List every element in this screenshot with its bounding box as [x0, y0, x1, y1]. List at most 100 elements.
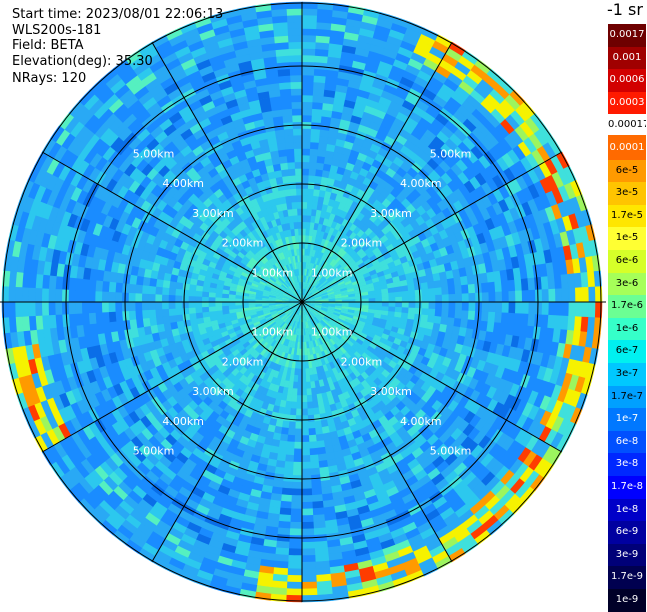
range-gate-cell	[309, 169, 317, 177]
range-gate-cell	[508, 280, 516, 292]
range-gate-cell	[434, 316, 442, 324]
range-gate-cell	[310, 461, 320, 469]
range-gate-cell	[108, 302, 115, 313]
range-gate-cell	[415, 308, 422, 315]
range-gate-cell	[308, 182, 315, 189]
range-gate-cell	[142, 310, 150, 319]
range-gate-cell	[202, 291, 209, 297]
range-gate-cell	[562, 288, 569, 303]
range-gate-cell	[115, 282, 123, 293]
range-gate-cell	[302, 449, 310, 456]
range-gate-cell	[149, 309, 157, 318]
range-gate-cell	[421, 289, 429, 296]
range-gate-cell	[276, 541, 290, 549]
range-gate-cell	[547, 276, 555, 290]
range-gate-cell	[313, 89, 325, 97]
range-gate-cell	[109, 311, 117, 322]
range-gate-cell	[302, 168, 309, 175]
range-gate-cell	[128, 302, 135, 312]
range-gate-cell	[309, 435, 317, 443]
range-gate-cell	[288, 428, 296, 436]
range-gate-cell	[302, 442, 310, 449]
range-gate-cell	[409, 302, 416, 308]
range-gate-cell	[288, 542, 302, 549]
range-gate-cell	[422, 302, 429, 309]
range-gate-cell	[314, 414, 321, 422]
range-gate-cell	[302, 115, 312, 122]
range-gate-cell	[302, 135, 311, 142]
range-gate-cell	[415, 289, 423, 296]
range-gate-cell	[522, 290, 529, 303]
range-gate-cell	[562, 302, 569, 317]
range-gate-cell	[290, 522, 303, 529]
range-gate-cell	[68, 289, 75, 302]
range-gate-cell	[95, 291, 102, 302]
range-gate-cell	[309, 448, 318, 456]
range-gate-cell	[481, 311, 489, 322]
range-gate-cell	[142, 293, 149, 302]
range-gate-cell	[382, 293, 389, 298]
range-gate-cell	[440, 279, 448, 288]
range-gate-cell	[468, 284, 476, 294]
range-gate-cell	[461, 310, 469, 320]
range-gate-cell	[297, 382, 302, 389]
range-gate-cell	[302, 415, 309, 422]
range-gate-cell	[142, 285, 150, 294]
range-gate-cell	[209, 306, 216, 312]
range-gate-cell	[394, 286, 402, 292]
range-gate-cell	[302, 215, 307, 222]
range-gate-cell	[149, 286, 157, 295]
range-gate-cell	[22, 301, 29, 316]
range-gate-cell	[182, 295, 189, 302]
range-gate-cell	[195, 291, 202, 297]
range-gate-cell	[302, 82, 314, 89]
range-gate-cell	[312, 501, 324, 509]
range-gate-cell	[315, 554, 330, 562]
range-gate-cell	[468, 302, 475, 312]
range-gate-cell	[302, 88, 314, 95]
range-gate-cell	[288, 421, 295, 429]
range-gate-cell	[310, 149, 319, 157]
range-gate-cell	[301, 542, 315, 549]
range-gate-cell	[455, 294, 462, 303]
range-gate-cell	[279, 508, 291, 516]
range-gate-cell	[75, 290, 82, 303]
range-gate-cell	[309, 162, 317, 170]
range-gate-cell	[189, 313, 197, 320]
range-gate-cell	[286, 588, 302, 595]
range-gate-cell	[308, 428, 316, 436]
range-gate-cell	[222, 298, 229, 302]
range-gate-cell	[427, 281, 435, 289]
range-gate-cell	[314, 547, 328, 555]
range-gate-cell	[302, 162, 310, 169]
range-gate-cell	[408, 290, 415, 297]
range-gate-cell	[55, 276, 63, 290]
range-gate-cell	[468, 311, 476, 321]
range-gate-cell	[298, 362, 302, 369]
range-gate-cell	[289, 535, 302, 542]
range-gate-cell	[527, 314, 535, 327]
range-gate-cell	[302, 488, 313, 495]
range-gate-cell	[528, 302, 535, 315]
range-gate-cell	[302, 155, 310, 162]
range-gate-cell	[291, 395, 297, 402]
range-gate-cell	[102, 291, 109, 302]
range-gate-cell	[302, 195, 308, 202]
range-gate-cell	[535, 302, 542, 315]
range-gate-cell	[162, 316, 170, 324]
range-gate-cell	[155, 302, 162, 310]
range-gate-cell	[311, 488, 322, 496]
range-gate-cell	[142, 302, 149, 311]
range-gate-cell	[428, 288, 436, 296]
range-gate-cell	[302, 468, 312, 475]
range-gate-cell	[286, 582, 302, 589]
range-gate-cell	[301, 582, 317, 589]
range-gate-cell	[488, 282, 496, 293]
range-gate-cell	[302, 188, 308, 195]
range-gate-cell	[285, 455, 294, 463]
range-gate-cell	[547, 315, 555, 329]
range-gate-cell	[208, 302, 215, 307]
range-gate-cell	[42, 315, 50, 330]
range-gate-cell	[415, 302, 422, 309]
range-gate-cell	[297, 395, 303, 402]
